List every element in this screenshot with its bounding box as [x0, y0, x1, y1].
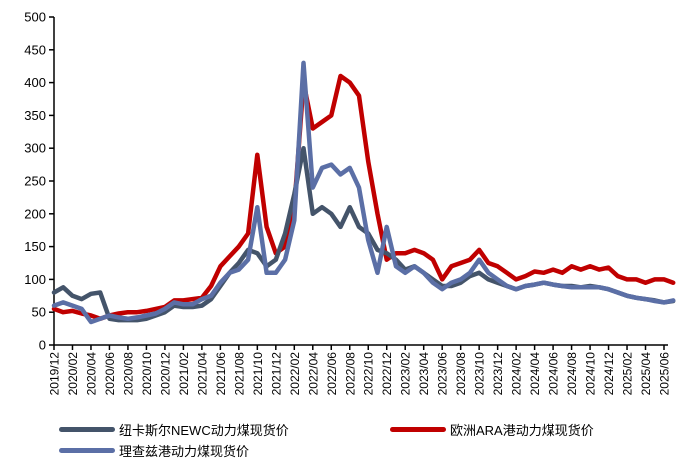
y-tick-label: 450 [24, 42, 46, 57]
x-tick-label: 2020/10 [140, 352, 154, 396]
x-tick-label: 2022/02 [288, 352, 302, 396]
x-tick-label: 2020/04 [84, 352, 98, 396]
legend-swatch [59, 448, 115, 453]
legend-swatch [390, 427, 446, 432]
x-tick-label: 2021/08 [232, 352, 246, 396]
x-tick-label: 2023/06 [436, 352, 450, 396]
x-tick-label: 2022/12 [380, 352, 394, 396]
x-tick-label: 2025/02 [621, 352, 635, 396]
y-tick-label: 50 [32, 305, 46, 320]
y-tick-label: 350 [24, 108, 46, 123]
x-tick-label: 2021/06 [214, 352, 228, 396]
legend-item-newc: 纽卡斯尔NEWC动力煤现货价 [59, 420, 289, 439]
legend-item-ara: 欧洲ARA港动力煤现货价 [390, 420, 594, 439]
y-tick-label: 500 [24, 10, 46, 25]
x-tick-label: 2020/08 [121, 352, 135, 396]
y-tick-label: 200 [24, 206, 46, 221]
series-line-2 [51, 60, 676, 325]
legend-item-richards-bay: 理查兹港动力煤现货价 [59, 441, 249, 460]
x-tick-label: 2022/04 [306, 352, 320, 396]
x-tick-label: 2019/12 [48, 352, 62, 396]
legend-swatch [59, 427, 115, 432]
x-tick-label: 2025/04 [639, 352, 653, 396]
x-tick-label: 2021/10 [251, 352, 265, 396]
x-tick-label: 2024/02 [510, 352, 524, 396]
x-tick-label: 2024/08 [565, 352, 579, 396]
legend-label: 理查兹港动力煤现货价 [119, 444, 250, 459]
y-tick-label: 0 [39, 338, 46, 353]
y-tick-label: 150 [24, 239, 46, 254]
series-line-1 [51, 73, 676, 322]
x-tick-label: 2023/12 [491, 352, 505, 396]
x-tick-label: 2023/02 [399, 352, 413, 396]
y-tick-label: 400 [24, 75, 46, 90]
x-tick-label: 2022/10 [362, 352, 376, 396]
x-tick-label: 2022/06 [325, 352, 339, 396]
x-tick-label: 2022/08 [343, 352, 357, 396]
x-tick-label: 2021/02 [177, 352, 191, 396]
series-line-0 [51, 145, 676, 323]
x-tick-label: 2020/12 [158, 352, 172, 396]
x-tick-label: 2021/04 [195, 352, 209, 396]
x-tick-label: 2024/10 [584, 352, 598, 396]
x-tick-label: 2020/02 [66, 352, 80, 396]
x-tick-label: 2023/08 [454, 352, 468, 396]
y-tick-label: 100 [24, 272, 46, 287]
x-tick-label: 2024/06 [547, 352, 561, 396]
x-tick-label: 2024/12 [602, 352, 616, 396]
x-tick-label: 2021/12 [269, 352, 283, 396]
y-tick-label: 300 [24, 141, 46, 156]
x-tick-label: 2023/04 [417, 352, 431, 396]
x-tick-label: 2024/04 [528, 352, 542, 396]
y-tick-label: 250 [24, 174, 46, 189]
x-tick-label: 2023/10 [473, 352, 487, 396]
legend-label: 欧洲ARA港动力煤现货价 [450, 423, 594, 438]
x-tick-label: 2025/06 [658, 352, 672, 396]
legend-label: 纽卡斯尔NEWC动力煤现货价 [119, 423, 289, 438]
x-tick-label: 2020/06 [103, 352, 117, 396]
